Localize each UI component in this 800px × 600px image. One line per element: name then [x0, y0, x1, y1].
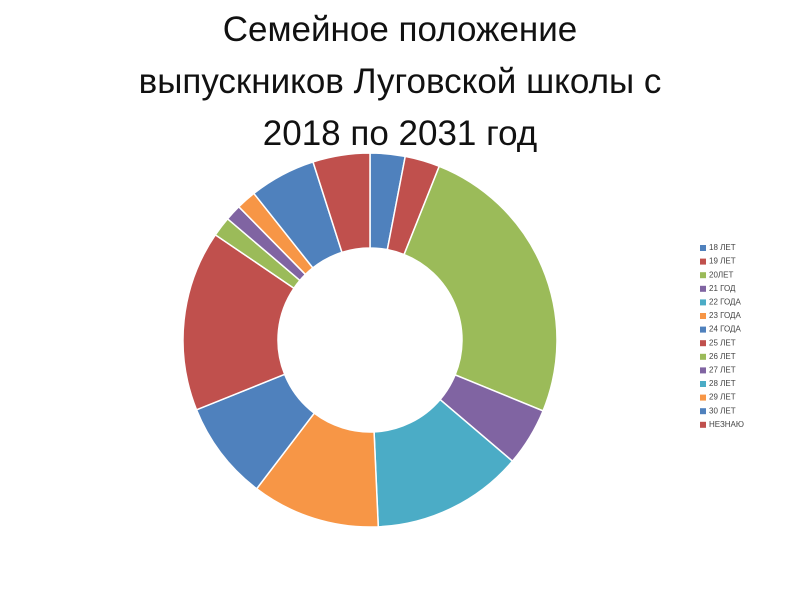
legend-swatch — [700, 340, 706, 347]
legend-label: 28 ЛЕТ — [709, 379, 736, 388]
legend-label: 24 ГОДА — [709, 325, 741, 334]
chart-title: Семейное положение выпускников Луговской… — [138, 10, 662, 153]
legend-label: 19 ЛЕТ — [709, 257, 736, 266]
legend-swatch — [700, 299, 706, 306]
donut-segment — [182, 233, 295, 411]
legend-label: 22 ГОДА — [709, 298, 741, 307]
legend-swatch — [700, 394, 706, 401]
legend-swatch — [700, 258, 706, 265]
legend-label: НЕЗНАЮ — [709, 420, 744, 429]
legend-swatch — [700, 285, 706, 292]
donut-segment — [312, 152, 371, 254]
legend-swatch — [700, 245, 706, 251]
legend-label: 27 ЛЕТ — [709, 366, 736, 375]
legend-label: 25 ЛЕТ — [709, 338, 736, 347]
legend-swatch — [700, 353, 706, 360]
legend-swatch — [700, 381, 706, 387]
legend-label: 23 ГОДА — [709, 311, 741, 320]
legend-label: 30 ЛЕТ — [709, 406, 736, 415]
legend-label: 18 ЛЕТ — [709, 243, 736, 252]
legend-swatch — [700, 313, 706, 319]
legend-swatch — [700, 367, 706, 374]
legend-swatch — [700, 408, 706, 415]
legend-label: 20ЛЕТ — [709, 270, 733, 279]
legend-swatch — [700, 272, 706, 279]
legend-swatch — [700, 326, 706, 333]
legend-swatch — [700, 421, 706, 428]
legend-label: 21 ГОД — [709, 284, 736, 293]
legend-label: 26 ЛЕТ — [709, 352, 736, 361]
legend-label: 29 ЛЕТ — [709, 393, 736, 402]
donut-segment — [403, 165, 558, 412]
